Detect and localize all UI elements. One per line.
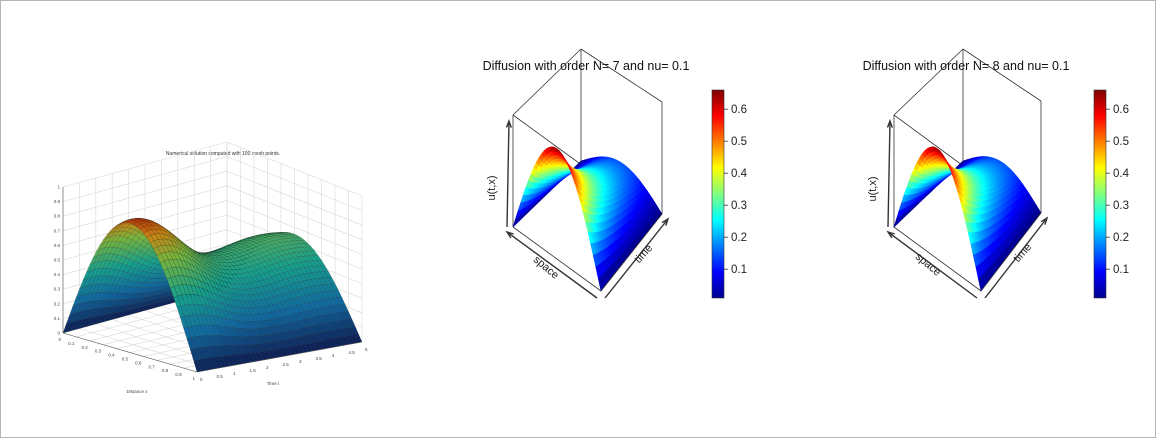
box-edge xyxy=(513,227,601,291)
box-edge xyxy=(963,49,1041,101)
t-tick-label: 4.5 xyxy=(349,350,356,355)
x-tick-label: 0.8 xyxy=(162,368,169,373)
colorbar-tick-label: 0.5 xyxy=(1113,136,1129,148)
t-tick-label: 2 xyxy=(266,365,269,370)
colorbar-tick-label: 0.6 xyxy=(731,104,747,116)
panel2-surface xyxy=(513,147,662,291)
colorbar-tick-label: 0.1 xyxy=(1113,264,1129,276)
panel1-ylabel: Time t xyxy=(267,381,280,386)
colorbar-tick-label: 0.1 xyxy=(731,264,747,276)
z-tick-label: 0.5 xyxy=(54,258,61,263)
z-tick-label: 0.7 xyxy=(54,228,61,233)
z-tick-label: 0.2 xyxy=(54,301,61,306)
panel2-xlabel: space xyxy=(531,254,561,282)
x-tick-label: 0.1 xyxy=(68,341,75,346)
x-tick-label: 0.3 xyxy=(95,349,102,354)
panel2-colorbar-ticks: 0.1 0.2 0.3 0.4 0.5 0.6 xyxy=(724,104,748,276)
z-tick-label: 0.8 xyxy=(54,214,61,219)
u-axis-arrow xyxy=(507,121,509,227)
t-tick-label: 3.5 xyxy=(316,356,323,361)
panel3-zlabel: u(t,x) xyxy=(867,176,879,201)
z-tick-label: 0.3 xyxy=(54,287,61,292)
z-tick-label: 0 xyxy=(57,331,60,336)
x-tick-label: 0.5 xyxy=(122,357,129,362)
z-tick-label: 0.9 xyxy=(54,199,61,204)
panel3-colorbar xyxy=(1094,90,1106,298)
panel2-title: Diffusion with order N= 7 and nu= 0.1 xyxy=(483,59,690,73)
panel3-xlabel: space xyxy=(913,251,943,279)
z-tick-label: 0.4 xyxy=(54,272,61,277)
z-tick-label: 0.6 xyxy=(54,243,61,248)
panel-diffusion-n8: Diffusion with order N= 8 and nu= 0.1 u(… xyxy=(863,49,1130,298)
box-edge xyxy=(894,227,981,291)
x-tick-label: 0.6 xyxy=(135,360,142,365)
colorbar-tick-label: 0.6 xyxy=(1113,104,1129,116)
panel2-colorbar xyxy=(712,90,724,298)
z-tick-label: 0.1 xyxy=(54,316,61,321)
colorbar-tick-label: 0.2 xyxy=(1113,232,1129,244)
colorbar-tick-label: 0.4 xyxy=(731,168,748,180)
x-tick-label: 1 xyxy=(192,376,195,381)
t-tick-label: 4 xyxy=(332,353,335,358)
x-tick-label: 0.4 xyxy=(108,353,115,358)
t-tick-label: 3 xyxy=(299,359,302,364)
t-tick-label: 1.5 xyxy=(250,368,257,373)
colorbar-tick-label: 0.2 xyxy=(731,232,747,244)
z-tick-label: 1 xyxy=(57,185,60,190)
panel-numerical-solution: Numerical solution computed with 100 mes… xyxy=(54,142,368,394)
colorbar-tick-label: 0.3 xyxy=(731,200,747,212)
box-edge xyxy=(581,49,662,102)
panel1-surface xyxy=(63,218,362,372)
u-axis-arrow xyxy=(888,121,890,227)
panel-diffusion-n7: Diffusion with order N= 7 and nu= 0.1 u(… xyxy=(483,49,748,298)
colorbar-tick-label: 0.3 xyxy=(1113,200,1129,212)
t-tick-label: 5 xyxy=(365,347,368,352)
x-tick-label: 0.2 xyxy=(82,345,89,350)
panel3-title: Diffusion with order N= 8 and nu= 0.1 xyxy=(863,59,1070,73)
colorbar-tick-label: 0.5 xyxy=(731,136,747,148)
t-tick-label: 0.5 xyxy=(217,374,224,379)
panel1-xlabel: Distance x xyxy=(126,389,148,394)
axis-line xyxy=(63,333,197,372)
t-tick-label: 0 xyxy=(200,377,203,382)
x-tick-label: 0.7 xyxy=(149,364,156,369)
panel2-zlabel: u(t,x) xyxy=(486,175,498,200)
t-tick-label: 1 xyxy=(233,371,236,376)
panel3-surface xyxy=(894,147,1041,291)
colorbar-tick-label: 0.4 xyxy=(1113,168,1130,180)
x-tick-label: 0 xyxy=(58,337,61,342)
x-tick-label: 0.9 xyxy=(175,372,182,377)
t-tick-label: 2.5 xyxy=(283,362,290,367)
panel3-colorbar-ticks: 0.1 0.2 0.3 0.4 0.5 0.6 xyxy=(1106,104,1130,276)
